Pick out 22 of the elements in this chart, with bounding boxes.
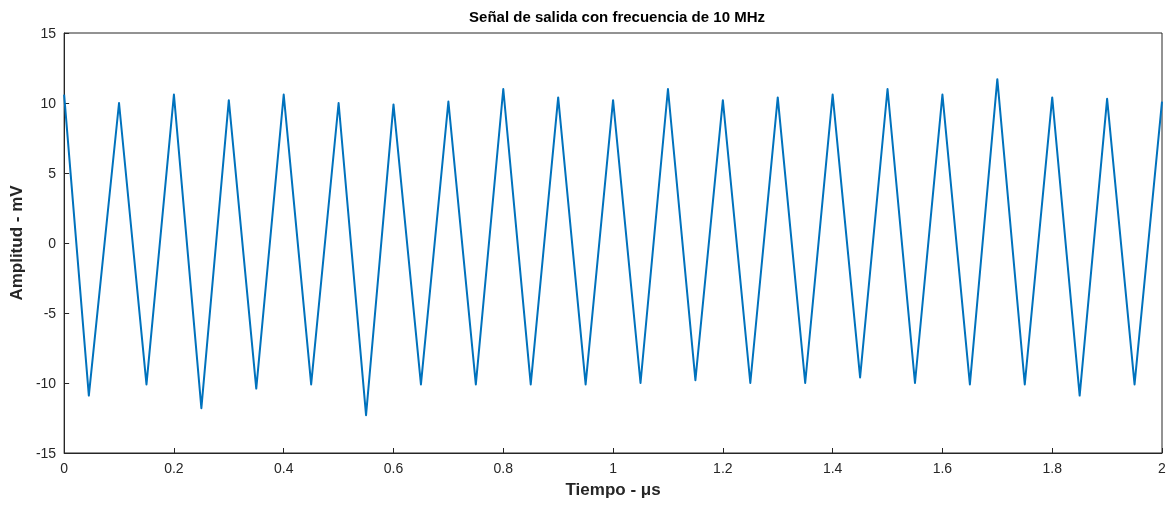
y-tick-label: 15 [40,25,57,41]
x-tick-label: 2 [1158,460,1167,476]
x-tick-label: 1.6 [932,460,953,476]
x-tick-label: 1.8 [1042,460,1063,476]
y-tick-label: -15 [35,445,57,461]
x-tick-label: 0 [60,460,69,476]
y-tick-label: -5 [43,305,57,321]
y-axis-title: Amplitud - mV [7,184,26,301]
line-series [63,78,1163,417]
y-tick-label: -10 [35,375,57,391]
y-tick-label: 10 [40,95,57,111]
x-tick-label: 0.6 [383,460,404,476]
x-tick-label: 1.4 [822,460,843,476]
x-tick-label: 1.2 [713,460,733,476]
y-tick-label: 0 [48,235,57,251]
x-tick-label: 0.4 [273,460,294,476]
x-axis-title: Tiempo - μs [565,480,661,499]
x-tick-label: 0.2 [164,460,184,476]
x-tick-label: 0.8 [493,460,514,476]
x-tick-label: 1 [609,460,618,476]
chart-title: Señal de salida con frecuencia de 10 MHz [469,8,765,25]
y-tick-label: 5 [48,165,57,181]
